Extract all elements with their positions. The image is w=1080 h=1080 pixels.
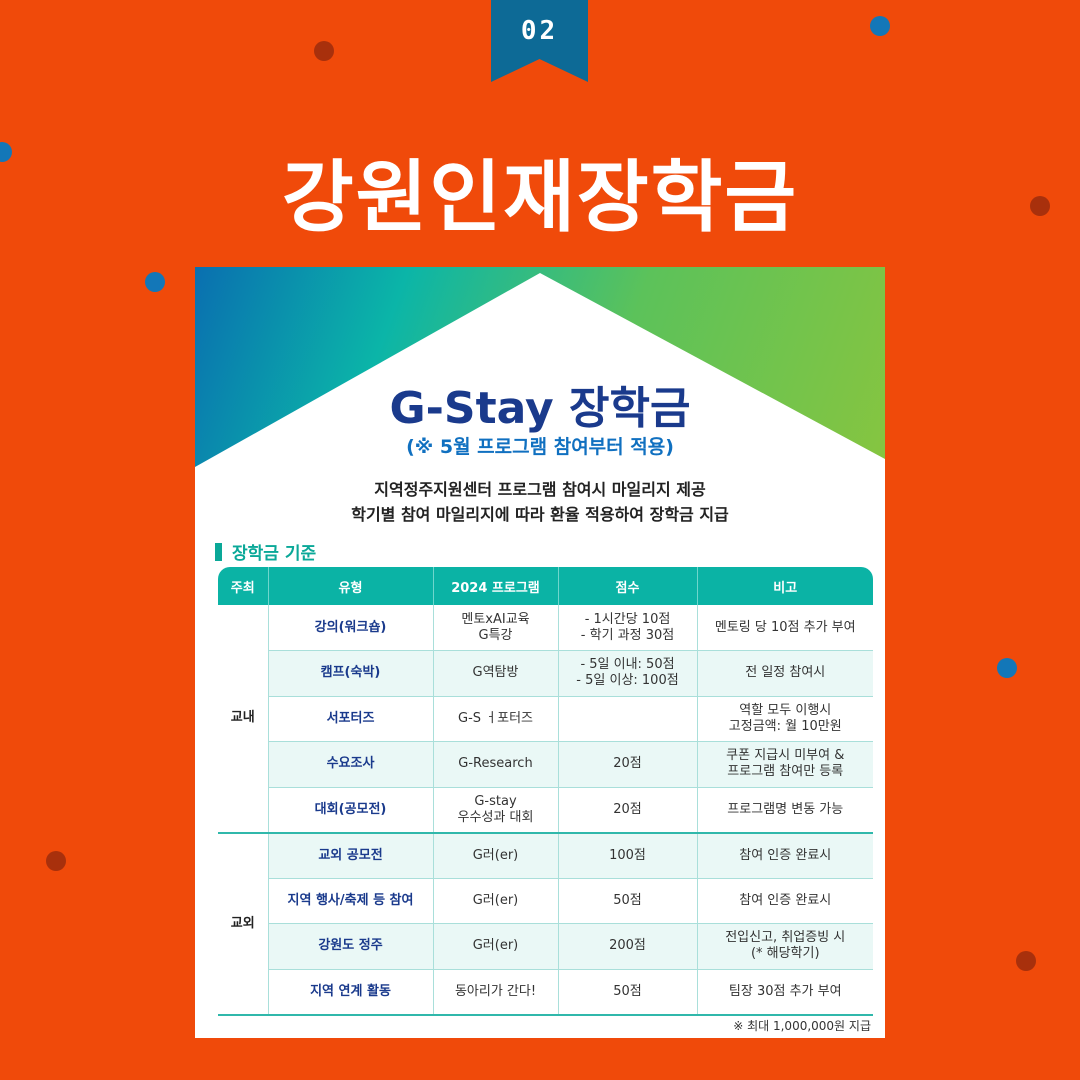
page-title: 강원인재장학금: [281, 153, 799, 243]
type-cell: 대회(공모전): [267, 787, 433, 834]
type-cell: 교외 공모전: [267, 832, 433, 879]
group-cell: 교내: [218, 605, 268, 834]
remark-cell: 역할 모두 이행시 고정금액: 월 10만원: [696, 696, 873, 742]
decor-dot: [1016, 951, 1036, 971]
type-cell: 강의(워크숍): [267, 605, 433, 651]
table-row: 교외 교외 공모전 G러(er) 100점 참여 인증 완료시: [218, 832, 873, 1016]
decor-dot: [145, 272, 165, 292]
type-cell: 강원도 정주: [267, 923, 433, 970]
table-row: 지역 연계 활동 동아리가 간다! 50점 팀장 30점 추가 부여: [218, 969, 873, 1016]
program-cell: G러(er): [432, 923, 558, 970]
type-cell: 지역 연계 활동: [267, 969, 433, 1016]
column-header: 주최: [218, 567, 268, 605]
program-cell: G역탐방: [432, 650, 558, 697]
program-cell: G-Research: [432, 741, 558, 788]
criteria-table: 주최 유형 2024 프로그램 점수 비고 교내 강의(워크숍) 멘토xAI교육 G특강 - …: [218, 567, 873, 1016]
section-label: 장학금 기준: [232, 544, 317, 564]
type-cell: 서포터즈: [267, 696, 433, 742]
remark-cell: 팀장 30점 추가 부여: [696, 969, 873, 1016]
score-cell: 50점: [557, 969, 697, 1016]
program-cell: 동아리가 간다!: [432, 969, 558, 1016]
type-cell: 캠프(숙박): [267, 650, 433, 697]
table-row: 교내 강의(워크숍) 멘토xAI교육 G특강 - 1시간당 10점 - 학기 과정 3…: [218, 605, 873, 834]
type-cell: 지역 행사/축제 등 참여: [267, 878, 433, 924]
decor-dot: [870, 16, 890, 36]
table-row: 지역 행사/축제 등 참여 G러(er) 50점 참여 인증 완료시: [218, 878, 873, 924]
group-cell: 교외: [218, 832, 268, 1016]
score-cell: [557, 696, 697, 742]
section-marker: [215, 542, 222, 561]
decor-dot: [0, 142, 12, 162]
column-header: 2024 프로그램: [432, 567, 558, 605]
remark-cell: 전입신고, 취업증빙 시 (* 해당학기): [696, 923, 873, 970]
table-header-row: 주최 유형 2024 프로그램 점수 비고: [218, 567, 873, 605]
program-cell: G-stay 우수성과 대회: [432, 787, 558, 834]
score-cell: 50점: [557, 878, 697, 924]
desc-line: 학기별 참여 마일리지에 따라 환율 적용하여 장학금 지급: [351, 505, 729, 524]
score-cell: - 1시간당 10점 - 학기 과정 30점: [557, 605, 697, 651]
remark-cell: 전 일정 참여시: [696, 650, 873, 697]
card-subtitle: (※ 5월 프로그램 참여부터 적용): [406, 436, 674, 458]
page-number-ribbon: 02: [491, 0, 588, 82]
program-cell: G러(er): [432, 832, 558, 879]
remark-cell: 쿠폰 지급시 미부여 & 프로그램 참여만 등록: [696, 741, 873, 788]
scholarship-card: G-Stay 장학금 (※ 5월 프로그램 참여부터 적용) 지역정주지원센터 …: [195, 267, 885, 1038]
score-cell: - 5일 이내: 50점 - 5일 이상: 100점: [557, 650, 697, 697]
program-cell: G러(er): [432, 878, 558, 924]
max-amount-note: ※ 최대 1,000,000원 지급: [733, 1019, 871, 1033]
score-cell: 100점: [557, 832, 697, 879]
card-description: 지역정주지원센터 프로그램 참여시 마일리지 제공 학기별 참여 마일리지에 따…: [195, 477, 885, 527]
remark-cell: 멘토링 당 10점 추가 부여: [696, 605, 873, 651]
column-header: 유형: [267, 567, 433, 605]
decor-dot: [314, 41, 334, 61]
column-header: 비고: [696, 567, 873, 605]
score-cell: 20점: [557, 741, 697, 788]
table-row: 대회(공모전) G-stay 우수성과 대회 20점 프로그램명 변동 가능: [218, 787, 873, 834]
desc-line: 지역정주지원센터 프로그램 참여시 마일리지 제공: [374, 480, 706, 499]
program-cell: 멘토xAI교육 G특강: [432, 605, 558, 651]
decor-dot: [997, 658, 1017, 678]
remark-cell: 참여 인증 완료시: [696, 878, 873, 924]
section-heading: 장학금 기준: [215, 539, 316, 564]
table-row: 서포터즈 G-S ㅓ포터즈 역할 모두 이행시 고정금액: 월 10만원: [218, 696, 873, 742]
score-cell: 20점: [557, 787, 697, 834]
remark-cell: 프로그램명 변동 가능: [696, 787, 873, 834]
decor-dot: [1030, 196, 1050, 216]
column-header: 점수: [557, 567, 697, 605]
program-cell: G-S ㅓ포터즈: [432, 696, 558, 742]
decor-dot: [46, 851, 66, 871]
table-row: 수요조사 G-Research 20점 쿠폰 지급시 미부여 & 프로그램 참여만 등…: [218, 741, 873, 788]
remark-cell: 참여 인증 완료시: [696, 832, 873, 879]
type-cell: 수요조사: [267, 741, 433, 788]
table-row: 강원도 정주 G러(er) 200점 전입신고, 취업증빙 시 (* 해당학기): [218, 923, 873, 970]
score-cell: 200점: [557, 923, 697, 970]
card-title: G-Stay 장학금: [389, 383, 691, 434]
table-row: 캠프(숙박) G역탐방 - 5일 이내: 50점 - 5일 이상: 100점 전 일정…: [218, 650, 873, 697]
